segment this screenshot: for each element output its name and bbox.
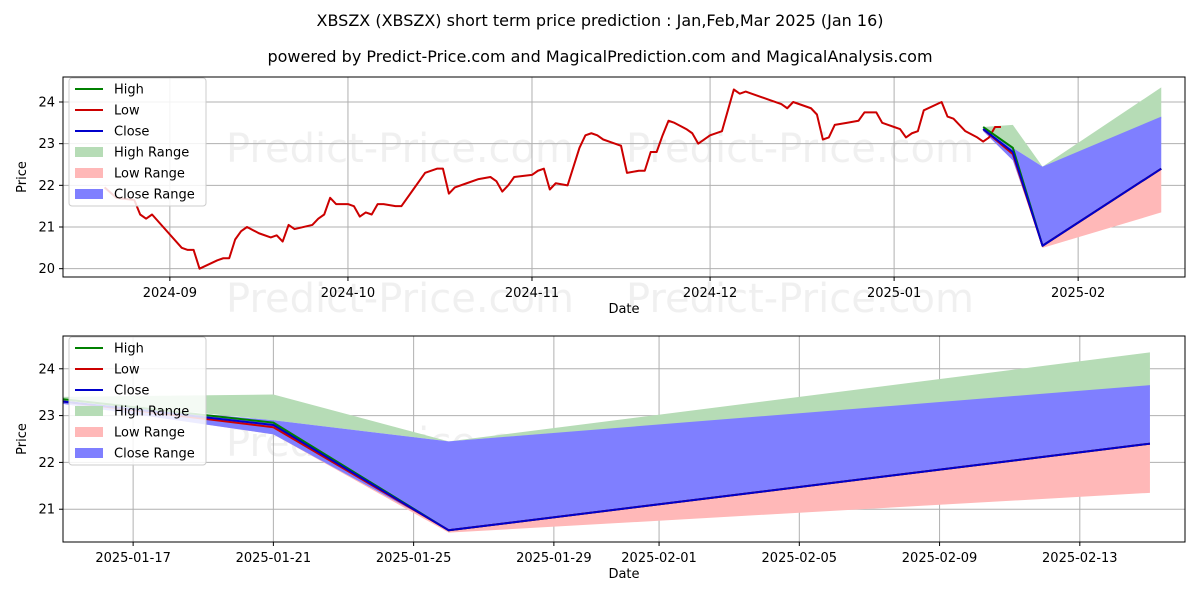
x-tick-label: 2024-10 [321, 286, 375, 301]
legend-label: High [114, 83, 144, 98]
y-tick-label: 24 [38, 96, 55, 111]
history-low-line [103, 88, 1001, 270]
y-axis-label: Price [15, 423, 30, 455]
y-tick-label: 21 [38, 503, 55, 518]
high-range-band [983, 87, 1162, 167]
watermark-text: Predict-Price.com [226, 276, 574, 322]
high-range-band [63, 352, 1150, 442]
close-range-band [63, 385, 1150, 531]
legend-label: Close [114, 125, 149, 140]
x-tick-label: 2025-01-25 [376, 551, 452, 566]
plot-frame [62, 335, 1186, 543]
legend-label: High Range [114, 146, 189, 161]
x-tick-label: 2024-12 [683, 286, 737, 301]
legend-label: Low Range [114, 167, 185, 182]
legend-swatch-low-range [75, 168, 103, 178]
watermark-text: Predict-Price.com [226, 126, 574, 172]
x-tick-label: 2025-02-01 [621, 551, 697, 566]
legend-label: Close [114, 384, 149, 399]
legend-label: High [114, 342, 144, 357]
watermark-text: Predict-Price.com [626, 126, 974, 172]
x-axis-label: Date [608, 302, 639, 317]
x-tick-label: 2024-09 [143, 286, 197, 301]
y-tick-label: 23 [38, 137, 55, 152]
x-tick-label: 2025-02 [1051, 286, 1105, 301]
x-tick-label: 2025-01-29 [516, 551, 592, 566]
legend-label: Low Range [114, 426, 185, 441]
legend-swatch-close-range [75, 189, 103, 199]
x-tick-label: 2025-01-17 [95, 551, 171, 566]
y-tick-label: 21 [38, 221, 55, 236]
legend-swatch-close-range [75, 448, 103, 458]
low-range-band [983, 129, 1162, 248]
x-tick-label: 2025-02-09 [902, 551, 978, 566]
legend-swatch-low-range [75, 427, 103, 437]
x-tick-label: 2025-02-05 [762, 551, 838, 566]
legend-swatch-high-range [75, 406, 103, 416]
main-chart-panel: Predict-Price.com Predict-Price.com Predic… [15, 76, 1186, 322]
low-range-band [63, 401, 1150, 533]
x-tick-label: 2025-01 [867, 286, 921, 301]
legend-label: High Range [114, 405, 189, 420]
x-tick-label: 2024-11 [505, 286, 559, 301]
watermark-text: Predict-Price.com [626, 276, 974, 322]
close-range-band [983, 116, 1162, 246]
y-tick-label: 23 [38, 409, 55, 424]
y-axis-label: Price [15, 161, 30, 193]
x-tick-label: 2025-02-13 [1042, 551, 1118, 566]
x-tick-label: 2025-01-21 [236, 551, 312, 566]
chart-subtitle: powered by Predict-Price.com and Magical… [267, 47, 932, 66]
plot-frame [62, 76, 1186, 278]
legend-label: Close Range [114, 188, 195, 203]
legend-label: Low [114, 363, 140, 378]
legend-label: Close Range [114, 447, 195, 462]
x-axis-label: Date [608, 567, 639, 582]
legend-swatch-high-range [75, 147, 103, 157]
forecast-close-line [982, 128, 1162, 247]
y-tick-label: 22 [38, 456, 55, 471]
chart-title: XBSZX (XBSZX) short term price predictio… [317, 11, 884, 30]
legend-box [68, 336, 207, 466]
legend-label: Low [114, 104, 140, 119]
y-tick-label: 22 [38, 179, 55, 194]
legend-box [68, 77, 207, 207]
y-tick-label: 20 [38, 262, 55, 277]
y-tick-label: 24 [38, 362, 55, 377]
zoom-chart-panel: Predict-Price.comPredict-Price.com2025-0… [15, 335, 1186, 582]
